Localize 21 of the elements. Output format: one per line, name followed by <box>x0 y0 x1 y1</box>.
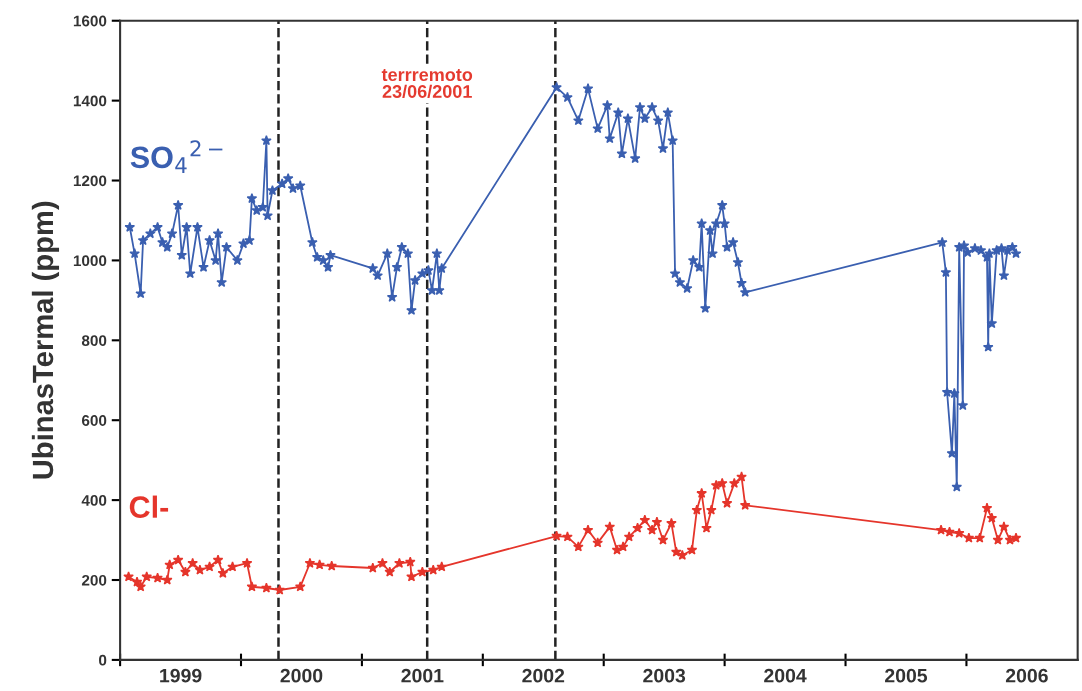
y-tick-label: 1400 <box>73 95 107 107</box>
x-tick-label: 2003 <box>643 668 686 683</box>
x-tick-label: 2006 <box>1005 668 1048 683</box>
x-tick-label: 2002 <box>522 668 565 683</box>
x-tick-label: 1999 <box>160 668 202 683</box>
x-tick-label: 2000 <box>280 668 323 683</box>
x-tick-label: 2005 <box>885 668 928 683</box>
y-tick-label: 0 <box>99 654 107 666</box>
y-tick-label: 1600 <box>73 15 107 27</box>
series-label: Cl- <box>129 495 169 518</box>
x-tick-label: 2001 <box>401 668 444 683</box>
y-tick-label: 1200 <box>73 175 107 187</box>
y-tick-label: 1000 <box>73 255 107 267</box>
x-tick-label: 2004 <box>764 668 807 683</box>
y-axis-title: UbinasTermal (ppm) <box>31 201 60 479</box>
y-tick-label: 200 <box>81 574 107 586</box>
y-tick-label: 800 <box>81 335 107 346</box>
ref-line-label: terrremoto 23/06/2001 <box>381 69 473 99</box>
series-label: SO$_{4}$$^{2−}$ <box>130 140 223 173</box>
y-tick-label: 600 <box>81 415 107 426</box>
y-tick-label: 400 <box>81 494 107 506</box>
